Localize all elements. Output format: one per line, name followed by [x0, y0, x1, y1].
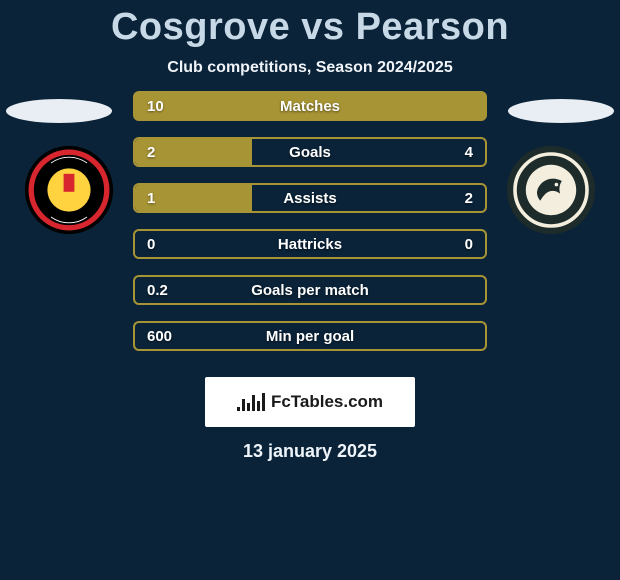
chart-icon — [237, 393, 265, 411]
stat-label: Assists — [135, 190, 485, 207]
stat-value-right: 4 — [453, 144, 485, 161]
subtitle: Club competitions, Season 2024/2025 — [0, 59, 620, 77]
halo-right — [508, 99, 614, 123]
stat-row: 0.2Goals per match — [133, 275, 487, 305]
club-right — [506, 145, 596, 235]
stat-label: Goals per match — [135, 282, 485, 299]
stat-label: Goals — [135, 144, 485, 161]
club-left — [24, 145, 114, 235]
stat-row: 10Matches — [133, 91, 487, 121]
stat-row: 2Goals4 — [133, 137, 487, 167]
stat-value-right: 2 — [453, 190, 485, 207]
stat-label: Min per goal — [135, 328, 485, 345]
stat-label: Hattricks — [135, 236, 485, 253]
stat-value-right: 0 — [453, 236, 485, 253]
stat-row: 0Hattricks0 — [133, 229, 487, 259]
infographic-root: Cosgrove vs Pearson Club competitions, S… — [0, 0, 620, 462]
stat-bars: 10Matches2Goals41Assists20Hattricks00.2G… — [133, 91, 487, 367]
club-badge-left — [24, 145, 114, 235]
halo-left — [6, 99, 112, 123]
stat-row: 1Assists2 — [133, 183, 487, 213]
stat-row: 600Min per goal — [133, 321, 487, 351]
page-title: Cosgrove vs Pearson — [0, 6, 620, 49]
attribution-badge: FcTables.com — [205, 377, 415, 427]
comparison-arena: 10Matches2Goals41Assists20Hattricks00.2G… — [0, 91, 620, 371]
stat-label: Matches — [135, 98, 485, 115]
attribution-text: FcTables.com — [271, 392, 383, 412]
snapshot-date: 13 january 2025 — [0, 441, 620, 462]
club-badge-right — [506, 145, 596, 235]
